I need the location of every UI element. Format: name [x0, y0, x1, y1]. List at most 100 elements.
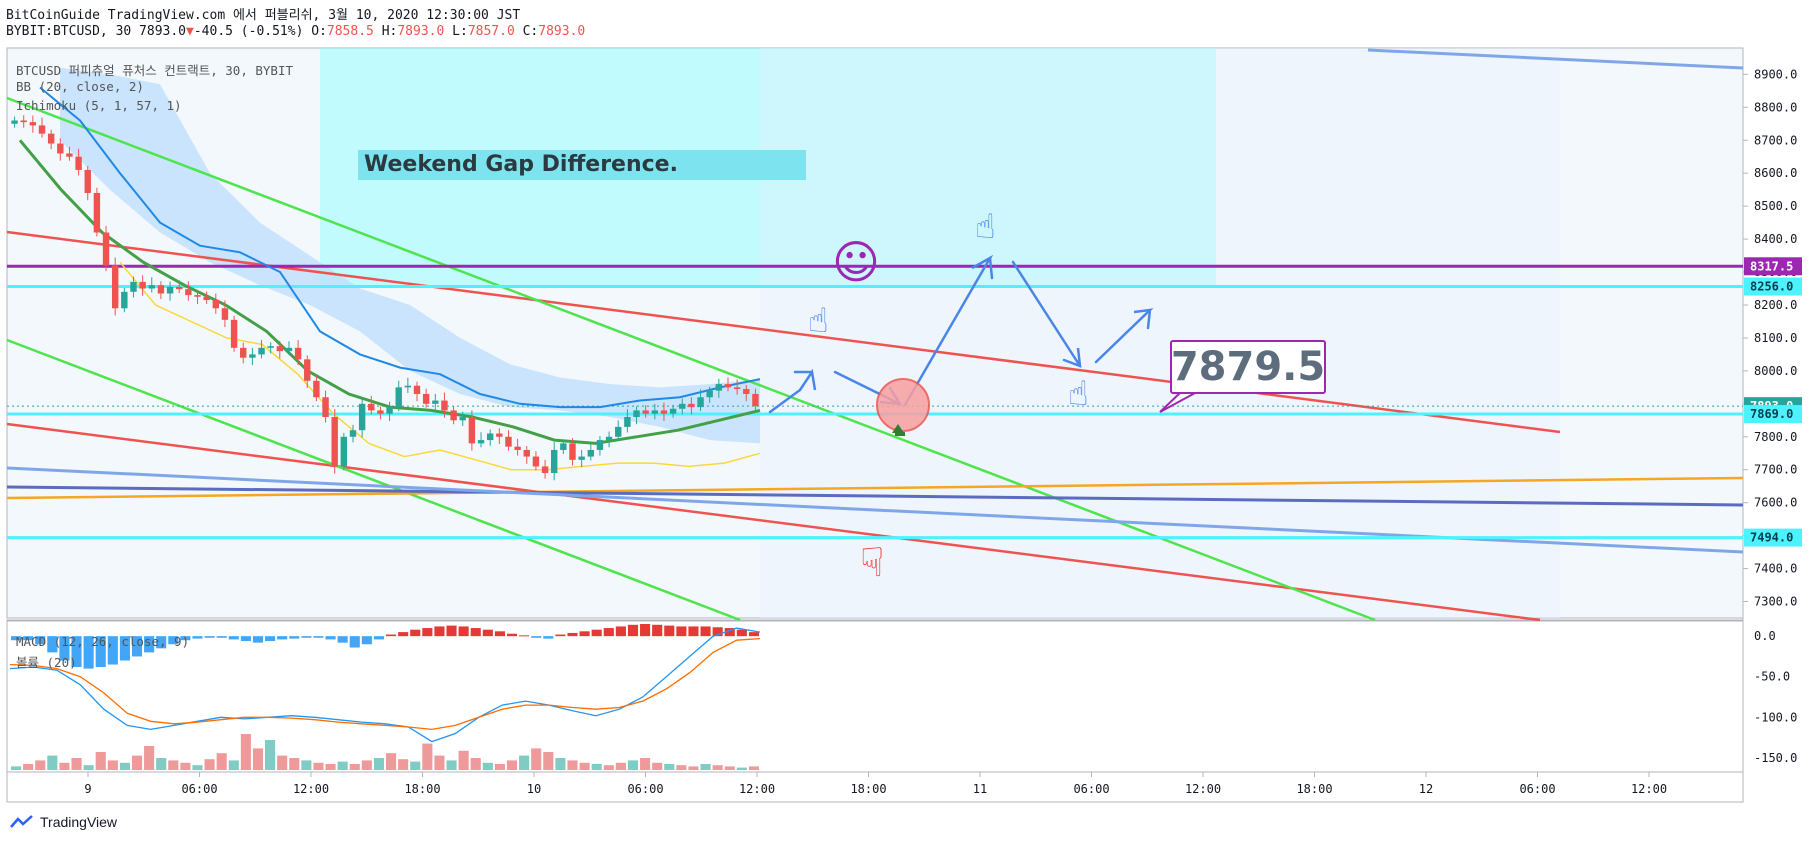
candle-body [651, 410, 659, 414]
volume-bar [71, 758, 82, 770]
candle-body [358, 403, 366, 431]
bb-legend[interactable]: BB (20, close, 2) [16, 79, 144, 94]
down-triangle-icon: ▼ [186, 24, 194, 39]
x-tick-label: 18:00 [1296, 782, 1332, 796]
candle-body [477, 440, 485, 444]
y-tick-label: 7800.0 [1754, 430, 1797, 444]
macd-histogram-bar [265, 636, 276, 642]
candle-body [404, 385, 412, 388]
macd-histogram-bar [531, 636, 542, 638]
x-tick-label: 11 [973, 782, 987, 796]
volume-bar [289, 758, 300, 770]
macd-histogram-bar [700, 626, 711, 637]
volume-bar [640, 758, 651, 770]
volume-bar [168, 760, 179, 770]
volume-bar [724, 766, 735, 770]
lower-green-channel [6, 338, 741, 622]
candle-body [605, 436, 613, 441]
publish-info: BitCoinGuide TradingView.com 에서 퍼블리쉬, 3월… [6, 8, 521, 23]
price-label: 7869.0 [1750, 407, 1793, 421]
macd-histogram-bar [107, 636, 118, 665]
hand-pointing-icon: ☝ [975, 207, 996, 247]
candle-body [285, 347, 293, 352]
price-change: -40.5 (-0.51%) [193, 24, 304, 39]
macd-histogram-bar [119, 636, 130, 661]
volume-bar [398, 759, 409, 770]
candle-body [221, 308, 229, 320]
y-tick-label: 8700.0 [1754, 133, 1797, 147]
volume-legend[interactable]: 볼륨 (20) [16, 655, 77, 670]
candle-body [532, 456, 540, 467]
candle-body [468, 417, 476, 444]
candle-body [715, 384, 723, 391]
macd-histogram-bar [676, 626, 687, 637]
candle-body [66, 153, 73, 157]
candle-body [102, 232, 110, 266]
volume-bar [301, 760, 312, 770]
y-tick-label: 8500.0 [1754, 199, 1797, 213]
volume-bar [216, 753, 227, 770]
price-label-box [1744, 528, 1802, 547]
y-tick-label: 7400.0 [1754, 562, 1797, 576]
target-circle [876, 378, 930, 432]
y-tick-label: 7300.0 [1754, 595, 1797, 609]
macd-histogram-bar [373, 636, 384, 640]
candle-body [47, 133, 55, 144]
candle-body [688, 403, 695, 408]
volume-bar [712, 765, 723, 770]
candle-body [276, 346, 284, 352]
macd-histogram-bar [627, 624, 639, 637]
candle-body [185, 289, 192, 296]
volume-bar [603, 765, 614, 770]
volume-bar [83, 765, 94, 770]
volume-bar [748, 766, 759, 770]
volume-bar [313, 762, 324, 770]
macd-histogram-bar [519, 635, 530, 637]
candle-body [313, 380, 320, 398]
ichimoku-legend[interactable]: Ichimoku (5, 1, 57, 1) [16, 98, 182, 113]
time-axis-labels[interactable]: 9 06:00 12:00 18:00 10 06:00 12:00 18:00 11 06:00… [84, 772, 1667, 796]
volume-bar [494, 764, 505, 770]
upper-green-channel [6, 96, 1376, 622]
macd-histogram-bar [458, 626, 469, 637]
candle-body [57, 143, 64, 154]
lower-red-channel [6, 422, 1541, 622]
upper-blue-trendline [1367, 48, 1744, 70]
price-axis[interactable]: 8900.08800.08700.08600.08500.08400.08300… [1743, 67, 1797, 609]
macd-histogram-bar [349, 636, 360, 648]
price-label: 8256.0 [1750, 280, 1793, 294]
candle-body [139, 281, 146, 289]
candle-body [496, 433, 503, 437]
macd-legend[interactable]: MACD (12, 26, close, 9) [16, 634, 190, 649]
macd-pane [6, 619, 1744, 773]
candle-body [615, 426, 622, 437]
volume-bar [252, 748, 264, 770]
volume-bar [446, 760, 457, 770]
macd-histogram-bar [422, 628, 433, 637]
volume-bar [652, 762, 663, 770]
candle-body [679, 403, 686, 409]
candle-body [514, 446, 521, 450]
x-tick-label: 06:00 [627, 782, 663, 796]
volume-bar [567, 760, 578, 770]
price-pane [6, 47, 1744, 619]
footer-brand[interactable]: TradingView [10, 814, 117, 830]
macd-histogram-bar [204, 636, 215, 638]
candle-body [121, 291, 128, 309]
arrow-down-2 [1011, 260, 1082, 368]
macd-tick-label: -100.0 [1754, 710, 1797, 724]
time-axis [6, 771, 1744, 803]
price-label-box [1744, 277, 1802, 296]
y-tick-label: 8400.0 [1754, 232, 1797, 246]
candle-body [624, 417, 631, 427]
macd-histogram-bar [386, 634, 397, 637]
macd-histogram-bar [591, 629, 602, 637]
arrow-up-3 [1094, 308, 1154, 364]
macd-axis[interactable]: 0.0 -50.0 -100.0 -150.0 [1754, 629, 1797, 765]
candle-body [541, 466, 549, 474]
volume-bar [434, 755, 445, 770]
volume-bar [543, 752, 554, 770]
candle-body [20, 120, 27, 123]
macd-tick-label: -50.0 [1754, 670, 1790, 684]
